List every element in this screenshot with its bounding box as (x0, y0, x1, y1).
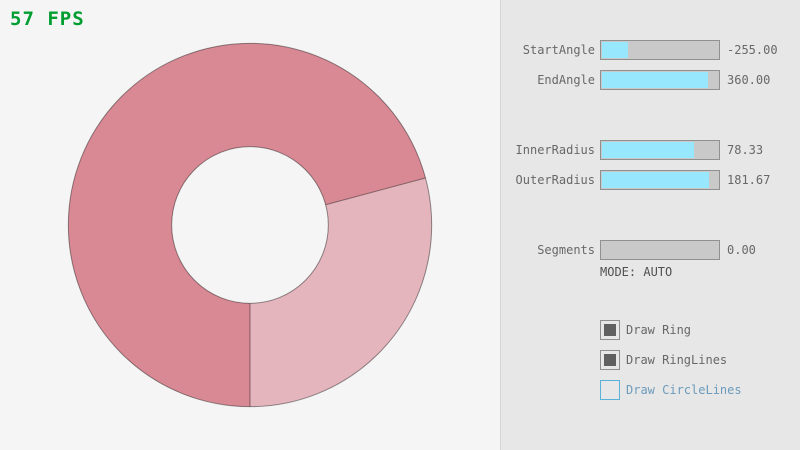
draw-ring-checkbox-label: Draw Ring (626, 323, 692, 337)
segments-label: Segments (537, 243, 595, 257)
ring-overlap-segment (68, 43, 426, 407)
draw-ringlines-checkbox-row: Draw RingLines (600, 350, 780, 370)
draw-circlelines-checkbox[interactable] (600, 380, 620, 400)
control-panel: StartAngle -255.00 EndAngle 360.00 Inner… (500, 0, 800, 450)
checkmark-icon (604, 324, 616, 336)
mode-label: MODE: AUTO (600, 265, 673, 279)
inner-radius-label: InnerRadius (515, 143, 595, 157)
outer-radius-value: 181.67 (727, 173, 771, 187)
draw-ring-checkbox-row: Draw Ring (600, 320, 780, 340)
draw-circlelines-checkbox-row: Draw CircleLines (600, 380, 780, 400)
draw-ring-checkbox[interactable] (600, 320, 620, 340)
draw-circlelines-checkbox-label: Draw CircleLines (626, 383, 742, 397)
ring-cap-line (325, 177, 426, 206)
end-angle-label: EndAngle (537, 73, 595, 87)
start-angle-slider-fill (602, 42, 628, 58)
ring-inner-outline (171, 146, 329, 304)
draw-ringlines-checkbox-label: Draw RingLines (626, 353, 728, 367)
segments-value: 0.00 (727, 243, 756, 257)
ring-outer-outline (67, 42, 433, 408)
segments-slider[interactable] (600, 240, 720, 260)
fps-counter: 57 FPS (10, 8, 85, 30)
end-angle-slider[interactable] (600, 70, 720, 90)
outer-radius-slider[interactable] (600, 170, 720, 190)
inner-radius-value: 78.33 (727, 143, 764, 157)
ring-graphic (67, 42, 433, 408)
start-angle-slider[interactable] (600, 40, 720, 60)
end-angle-slider-fill (602, 72, 709, 88)
checkmark-icon (604, 354, 616, 366)
start-angle-value: -255.00 (727, 43, 778, 57)
start-angle-label: StartAngle (522, 43, 595, 57)
inner-radius-slider-fill (602, 142, 695, 158)
ring-single-segment (250, 177, 432, 407)
inner-radius-slider[interactable] (600, 140, 720, 160)
draw-ringlines-checkbox[interactable] (600, 350, 620, 370)
outer-radius-slider-fill (602, 172, 710, 188)
end-angle-value: 360.00 (727, 73, 771, 87)
outer-radius-label: OuterRadius (515, 173, 595, 187)
